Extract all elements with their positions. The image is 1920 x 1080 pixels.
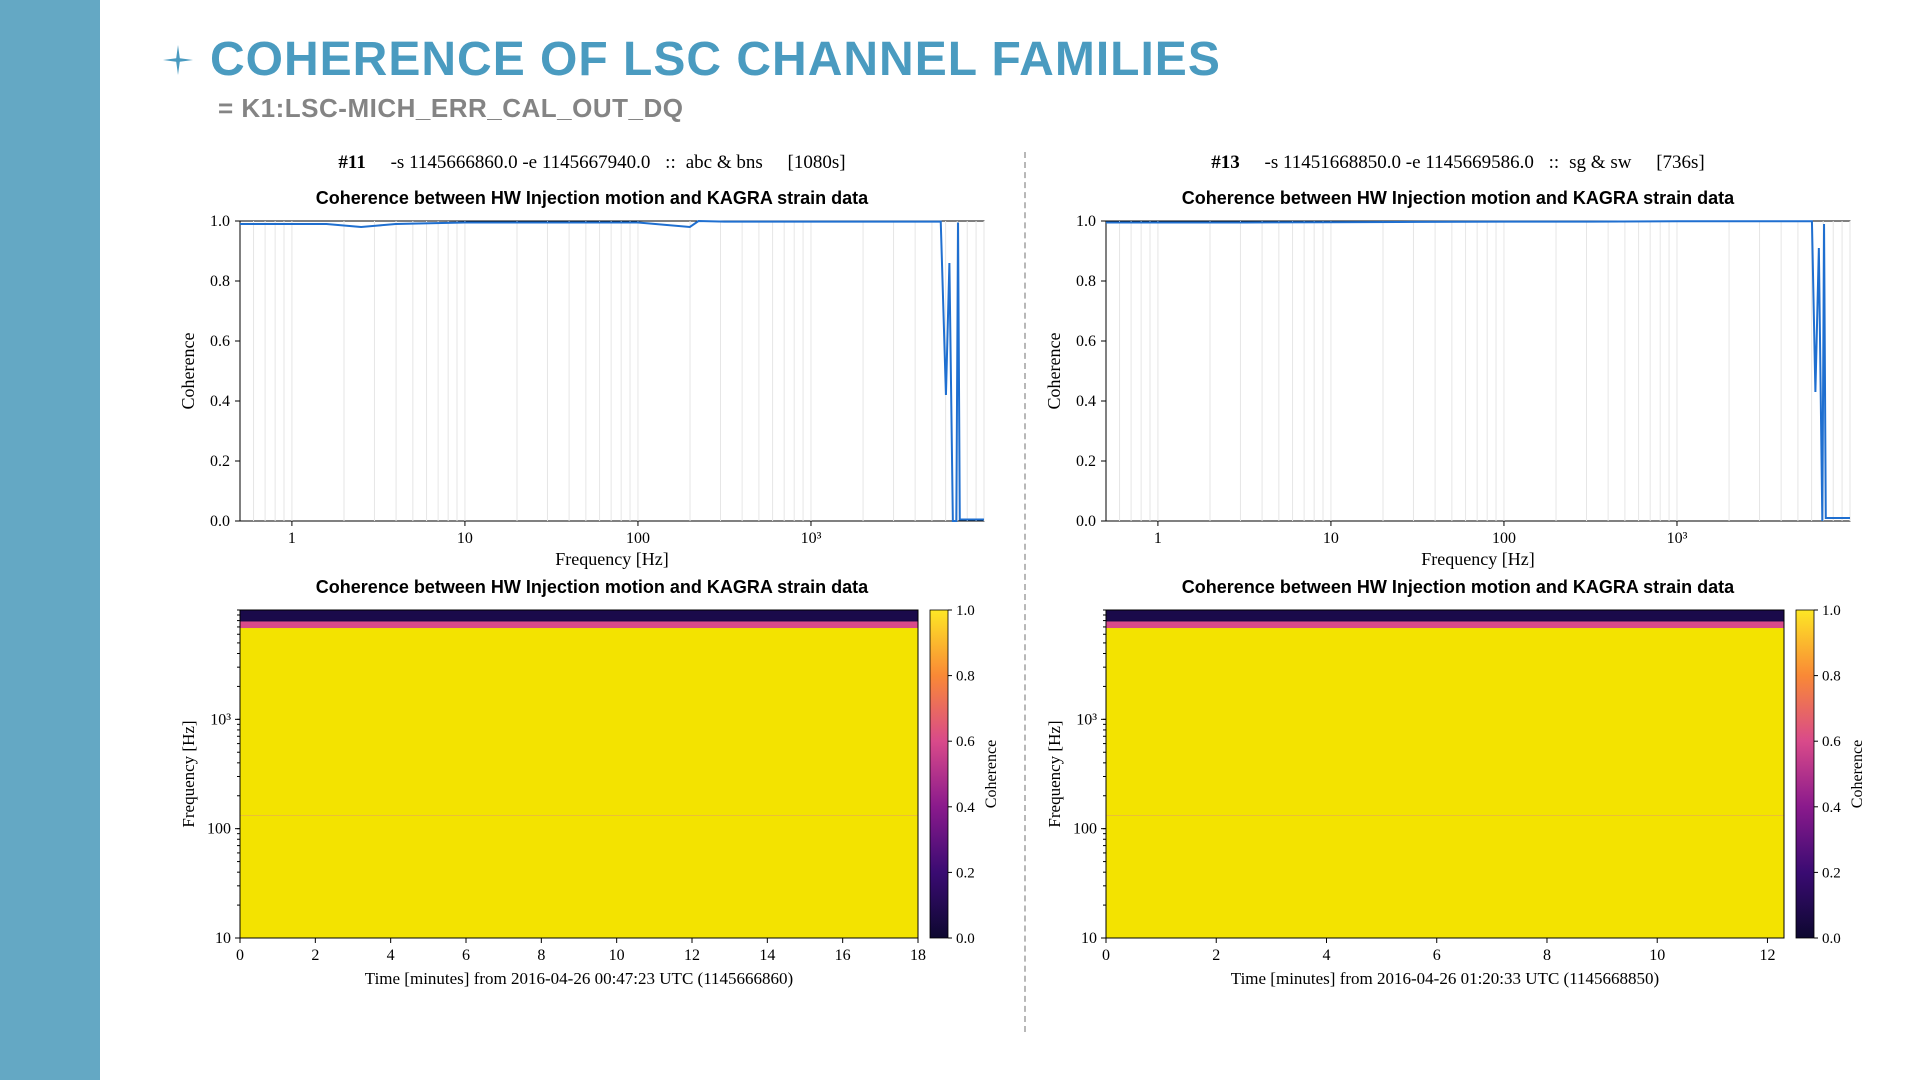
panel-right: #13 -s 11451668850.0 -e 1145669586.0 ::s… bbox=[1026, 152, 1890, 1032]
svg-text:Frequency [Hz]: Frequency [Hz] bbox=[1045, 720, 1064, 827]
sidebar: #3 COHERENCE bbox=[0, 0, 100, 1080]
line-chart-title: Coherence between HW Injection motion an… bbox=[178, 188, 1006, 209]
svg-text:100: 100 bbox=[1492, 530, 1516, 547]
svg-text:0.6: 0.6 bbox=[1822, 734, 1841, 750]
segment-header: #13 -s 11451668850.0 -e 1145669586.0 ::s… bbox=[1044, 152, 1872, 174]
content-area: COHERENCE OF LSC CHANNEL FAMILIES = K1:L… bbox=[100, 0, 1920, 1080]
spectrogram-title: Coherence between HW Injection motion an… bbox=[178, 577, 1006, 598]
star-icon bbox=[160, 42, 196, 78]
svg-text:1.0: 1.0 bbox=[1822, 603, 1841, 619]
svg-text:0.4: 0.4 bbox=[1822, 800, 1841, 816]
svg-text:0.2: 0.2 bbox=[956, 865, 975, 881]
svg-text:1: 1 bbox=[1154, 530, 1162, 547]
svg-text:10: 10 bbox=[1649, 947, 1665, 964]
panels-row: #11 -s 1145666860.0 -e 1145667940.0 ::ab… bbox=[160, 152, 1890, 1032]
sidebar-label: #3 COHERENCE bbox=[0, 509, 10, 1050]
svg-text:Coherence: Coherence bbox=[1044, 333, 1064, 410]
panel-left: #11 -s 1145666860.0 -e 1145667940.0 ::ab… bbox=[160, 152, 1024, 1032]
svg-text:10: 10 bbox=[1323, 530, 1339, 547]
svg-text:10: 10 bbox=[215, 930, 231, 947]
line-chart-block: Coherence between HW Injection motion an… bbox=[1044, 188, 1872, 571]
svg-text:4: 4 bbox=[387, 947, 395, 964]
page-title: COHERENCE OF LSC CHANNEL FAMILIES bbox=[210, 32, 1221, 87]
svg-text:0.6: 0.6 bbox=[1076, 333, 1096, 350]
svg-text:12: 12 bbox=[684, 947, 700, 964]
svg-text:6: 6 bbox=[462, 947, 470, 964]
svg-text:0.6: 0.6 bbox=[956, 734, 975, 750]
coherence-line-chart: 0.0 0.2 0.4 0.6 0.8 1.0 1 10 100 10³ Frequency [Hz… bbox=[178, 211, 998, 571]
svg-text:12: 12 bbox=[1759, 947, 1775, 964]
svg-text:10³: 10³ bbox=[1076, 711, 1097, 728]
svg-text:8: 8 bbox=[1543, 947, 1551, 964]
svg-text:0.0: 0.0 bbox=[1822, 931, 1841, 947]
svg-text:18: 18 bbox=[910, 947, 926, 964]
svg-text:0.0: 0.0 bbox=[1076, 513, 1096, 530]
page-subtitle: = K1:LSC-MICH_ERR_CAL_OUT_DQ bbox=[218, 93, 1890, 124]
spectrogram-title: Coherence between HW Injection motion an… bbox=[1044, 577, 1872, 598]
svg-text:2: 2 bbox=[1212, 947, 1220, 964]
svg-text:16: 16 bbox=[835, 947, 851, 964]
svg-text:4: 4 bbox=[1322, 947, 1330, 964]
svg-text:Frequency [Hz]: Frequency [Hz] bbox=[1421, 549, 1534, 569]
svg-text:0.8: 0.8 bbox=[1822, 669, 1841, 685]
svg-text:10³: 10³ bbox=[1667, 530, 1688, 547]
segment-header: #11 -s 1145666860.0 -e 1145667940.0 ::ab… bbox=[178, 152, 1006, 174]
svg-text:Frequency [Hz]: Frequency [Hz] bbox=[555, 549, 668, 569]
svg-text:100: 100 bbox=[207, 821, 231, 838]
svg-text:0.8: 0.8 bbox=[210, 273, 230, 290]
svg-text:0.4: 0.4 bbox=[1076, 393, 1096, 410]
spectrogram-block: Coherence between HW Injection motion an… bbox=[178, 577, 1006, 990]
svg-text:1.0: 1.0 bbox=[210, 213, 230, 230]
svg-text:0.2: 0.2 bbox=[210, 453, 230, 470]
svg-text:10³: 10³ bbox=[801, 530, 822, 547]
svg-text:1: 1 bbox=[288, 530, 296, 547]
svg-text:Coherence: Coherence bbox=[1849, 740, 1864, 808]
svg-text:100: 100 bbox=[1073, 821, 1097, 838]
svg-text:2: 2 bbox=[311, 947, 319, 964]
svg-text:0.4: 0.4 bbox=[956, 800, 975, 816]
svg-text:10: 10 bbox=[609, 947, 625, 964]
svg-text:0.8: 0.8 bbox=[1076, 273, 1096, 290]
svg-text:0: 0 bbox=[236, 947, 244, 964]
svg-text:Coherence: Coherence bbox=[983, 740, 998, 808]
coherence-spectrogram: 0 2 4 6 8 10 12 10 100 10³ Time [minutes] from 201… bbox=[1044, 600, 1864, 990]
line-chart-title: Coherence between HW Injection motion an… bbox=[1044, 188, 1872, 209]
svg-text:1.0: 1.0 bbox=[1076, 213, 1096, 230]
svg-text:Time [minutes] from 2016-04-26: Time [minutes] from 2016-04-26 00:47:23 … bbox=[365, 969, 793, 988]
svg-text:0.2: 0.2 bbox=[1822, 865, 1841, 881]
coherence-line-chart: 0.0 0.2 0.4 0.6 0.8 1.0 1 10 100 10³ Frequency [Hz… bbox=[1044, 211, 1864, 571]
svg-text:10: 10 bbox=[457, 530, 473, 547]
svg-text:Coherence: Coherence bbox=[178, 333, 198, 410]
svg-text:0.4: 0.4 bbox=[210, 393, 230, 410]
svg-text:Frequency [Hz]: Frequency [Hz] bbox=[179, 720, 198, 827]
svg-text:10: 10 bbox=[1081, 930, 1097, 947]
svg-text:0.0: 0.0 bbox=[956, 931, 975, 947]
svg-text:6: 6 bbox=[1433, 947, 1441, 964]
coherence-spectrogram: 0 2 4 6 8 10 12 14 16 18 10 100 10³ Time [minutes] fr… bbox=[178, 600, 998, 990]
svg-text:0.8: 0.8 bbox=[956, 669, 975, 685]
line-chart-block: Coherence between HW Injection motion an… bbox=[178, 188, 1006, 571]
svg-text:Time [minutes] from 2016-04-26: Time [minutes] from 2016-04-26 01:20:33 … bbox=[1231, 969, 1659, 988]
title-row: COHERENCE OF LSC CHANNEL FAMILIES bbox=[160, 32, 1890, 87]
svg-text:10³: 10³ bbox=[210, 711, 231, 728]
svg-text:0: 0 bbox=[1102, 947, 1110, 964]
svg-text:100: 100 bbox=[626, 530, 650, 547]
spectrogram-block: Coherence between HW Injection motion an… bbox=[1044, 577, 1872, 990]
svg-text:14: 14 bbox=[759, 947, 775, 964]
svg-text:0.0: 0.0 bbox=[210, 513, 230, 530]
svg-text:1.0: 1.0 bbox=[956, 603, 975, 619]
svg-text:0.2: 0.2 bbox=[1076, 453, 1096, 470]
svg-text:0.6: 0.6 bbox=[210, 333, 230, 350]
svg-text:8: 8 bbox=[537, 947, 545, 964]
